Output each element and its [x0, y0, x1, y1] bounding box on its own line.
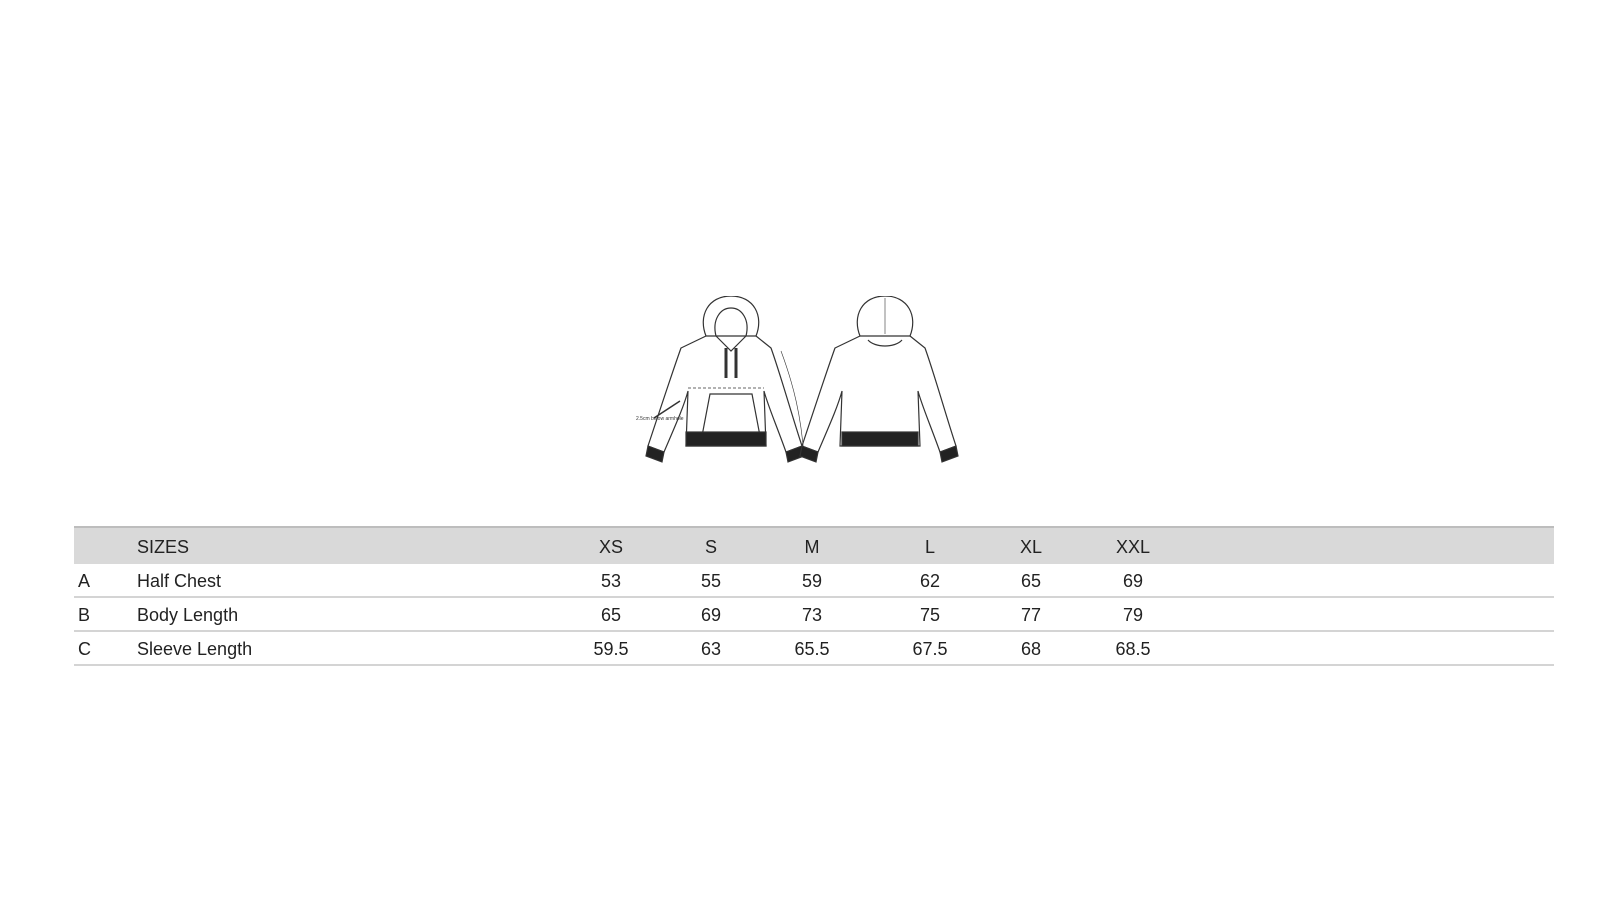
sizes-header: SIZES	[137, 537, 190, 557]
cell-value: 68.5	[1115, 639, 1151, 659]
cell-value: 79	[1122, 605, 1144, 625]
table-row: C Sleeve Length 59.5 63 65.5 67.5 68 68.…	[74, 632, 1554, 666]
cell-value: 62	[919, 571, 941, 591]
cell-value: 67.5	[912, 639, 948, 659]
cell-value: 69	[1122, 571, 1144, 591]
size-header-s: S	[704, 537, 718, 557]
size-header-m: M	[804, 537, 820, 557]
cell-value: 73	[801, 605, 823, 625]
size-header-xxl: XXL	[1115, 537, 1151, 557]
row-letter: B	[78, 605, 91, 625]
row-label: Sleeve Length	[137, 639, 253, 659]
table-row: B Body Length 65 69 73 75 77 79	[74, 598, 1554, 632]
hoodie-back	[799, 296, 959, 463]
size-chart-table: SIZES XS S M L XL XXL A Half Chest 53 55…	[74, 526, 1554, 666]
size-header-l: L	[924, 537, 936, 557]
armhole-annotation: 2.5cm below armhole	[636, 416, 684, 422]
row-letter: A	[78, 571, 91, 591]
row-label: Body Length	[137, 605, 239, 625]
cell-value: 77	[1020, 605, 1042, 625]
cell-value: 55	[700, 571, 722, 591]
cell-value: 69	[700, 605, 722, 625]
cell-value: 65.5	[794, 639, 830, 659]
row-label: Half Chest	[137, 571, 222, 591]
cell-value: 59.5	[593, 639, 629, 659]
table-row: A Half Chest 53 55 59 62 65 69	[74, 564, 1554, 598]
size-header-xl: XL	[1019, 537, 1043, 557]
cell-value: 65	[1020, 571, 1042, 591]
hoodie-front: 2.5cm below armhole	[636, 296, 805, 463]
hoodie-illustration: 2.5cm below armhole	[636, 296, 959, 463]
cell-value: 68	[1020, 639, 1042, 659]
row-letter: C	[78, 639, 91, 659]
cell-value: 65	[600, 605, 622, 625]
cell-value: 59	[801, 571, 823, 591]
size-header-xs: XS	[598, 537, 624, 557]
cell-value: 53	[600, 571, 622, 591]
table-header-row: SIZES XS S M L XL XXL	[74, 526, 1554, 564]
cell-value: 75	[919, 605, 941, 625]
cell-value: 63	[700, 639, 722, 659]
